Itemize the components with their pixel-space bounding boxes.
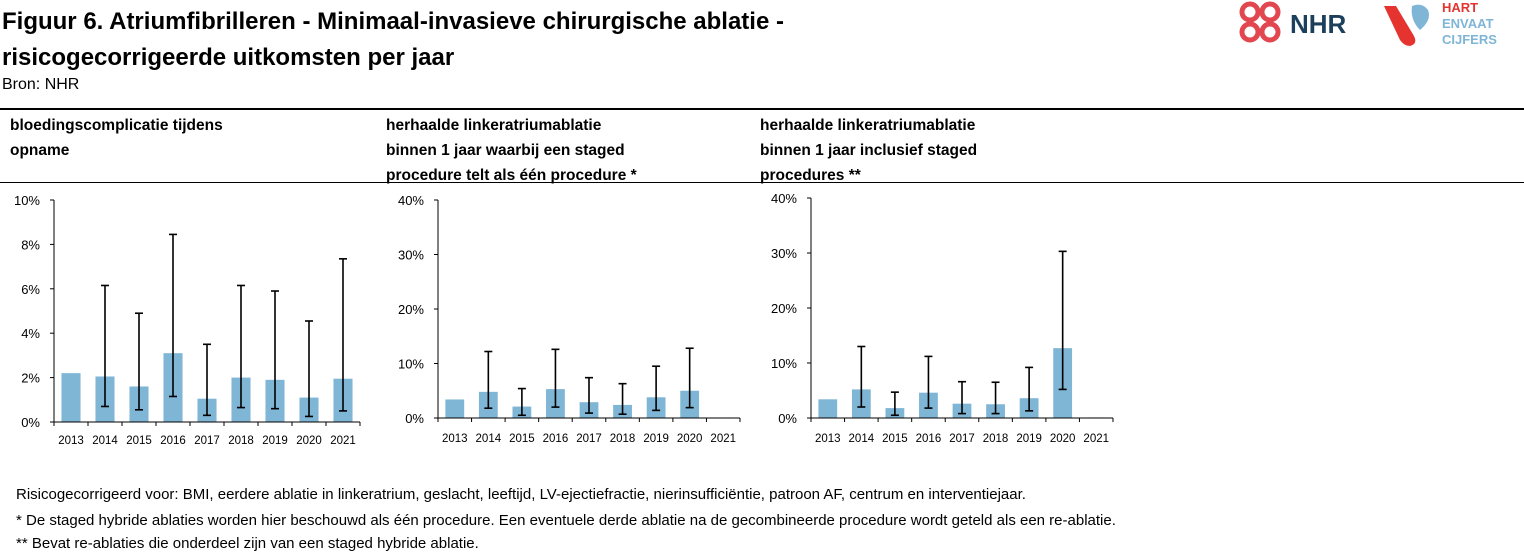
x-tick-label: 2019 (1016, 433, 1042, 445)
y-tick-label: 2% (21, 371, 40, 386)
x-tick-label: 2021 (1083, 433, 1109, 445)
x-tick-label: 2017 (949, 433, 975, 445)
error-bar-2016 (551, 348, 560, 408)
error-bar-2019 (652, 365, 661, 412)
error-bar-2014 (857, 345, 866, 408)
error-bar-2020 (685, 347, 694, 409)
x-tick-label: 2014 (476, 433, 502, 445)
error-bar-2014 (484, 350, 493, 409)
error-bar-2020 (305, 320, 313, 418)
x-tick-label: 2021 (710, 433, 736, 445)
x-tick-label: 2018 (610, 433, 636, 445)
error-bar-2016 (169, 233, 177, 398)
bar-2013 (445, 399, 465, 418)
bar-2013 (61, 373, 81, 422)
footnote-staged: ** Bevat re-ablaties die onderdeel zijn … (16, 535, 479, 552)
y-tick-label: 0% (21, 415, 40, 430)
error-bar-2019 (1025, 366, 1034, 412)
error-bar-2015 (135, 312, 143, 411)
y-tick-label: 4% (21, 326, 40, 341)
x-tick-label: 2020 (296, 435, 322, 447)
hart-en-vaat-cijfers-logo: HART ENVAAT CIJFERS (1384, 0, 1497, 47)
x-tick-label: 2017 (194, 435, 220, 447)
x-tick-label: 2016 (543, 433, 569, 445)
x-tick-label: 2015 (509, 433, 535, 445)
error-bar-2021 (339, 258, 347, 412)
error-bar-2017 (203, 343, 211, 417)
panel-title-rule (0, 182, 1524, 183)
figure-title-line1: Figuur 6. Atriumfibrilleren - Minimaal-i… (2, 8, 784, 35)
error-bar-2018 (991, 381, 1000, 415)
bar-2013 (818, 399, 838, 418)
nhr-logo: NHR (1239, 1, 1347, 43)
x-tick-label: 2021 (330, 435, 356, 447)
hvc-logo-line1: HART (1442, 0, 1478, 15)
x-tick-label: 2020 (677, 433, 703, 445)
x-tick-label: 2018 (983, 433, 1009, 445)
y-tick-label: 10% (14, 193, 40, 208)
panel-title-bleeding: bloedingscomplicatie tijdens opname (10, 117, 223, 159)
panel-title-reablation-staged: herhaalde linkeratriumablatie binnen 1 j… (760, 117, 978, 184)
x-tick-label: 2019 (643, 433, 669, 445)
error-bar-2018 (618, 382, 627, 415)
y-tick-label: 8% (21, 237, 40, 252)
error-bar-2016 (924, 355, 933, 409)
error-bar-2014 (101, 284, 109, 408)
header-rule (0, 108, 1524, 110)
chart-reablation-staged: 0% 10% 20% 30% 40% 2013 2014 2015 2016 2017 2018 20… (771, 191, 1114, 445)
heart-vessel-icon (1384, 6, 1416, 46)
error-bar-2019 (271, 290, 279, 410)
y-tick-label: 6% (21, 282, 40, 297)
error-bar-2015 (517, 387, 526, 417)
x-tick-label: 2013 (815, 433, 841, 445)
error-bar-2017 (958, 380, 966, 415)
y-tick-label: 20% (398, 302, 424, 317)
x-tick-label: 2016 (160, 435, 186, 447)
x-tick-label: 2013 (58, 435, 84, 447)
footnote-risk-adjustment: Risicogecorrigeerd voor: BMI, eerdere ab… (16, 486, 1026, 503)
y-tick-label: 10% (771, 356, 797, 371)
source-label: Bron: NHR (2, 76, 80, 93)
error-bar-2015 (890, 391, 899, 417)
x-tick-label: 2018 (228, 435, 254, 447)
x-tick-label: 2015 (882, 433, 908, 445)
figure-title-line2: risicogecorrigeerde uitkomsten per jaar (2, 44, 455, 71)
x-tick-label: 2013 (442, 433, 468, 445)
y-tick-label: 0% (778, 411, 797, 426)
chart-bleeding: 0% 2% 4% 6% 8% 10% 2013 2014 2015 2016 2017 2018 201… (14, 193, 361, 447)
chart-reablation-single: 0% 10% 20% 30% 40% 2013 2014 2015 2016 2017 2018 20… (398, 193, 741, 445)
x-tick-label: 2014 (92, 435, 118, 447)
y-tick-label: 10% (398, 357, 424, 372)
error-bar-2017 (585, 376, 593, 414)
logos: NHR HART ENVAAT CIJFERS (1239, 0, 1497, 47)
y-tick-label: 40% (398, 193, 424, 208)
x-tick-label: 2020 (1050, 433, 1076, 445)
y-tick-label: 0% (405, 411, 424, 426)
y-tick-label: 30% (398, 248, 424, 263)
figure-title: Figuur 6. Atriumfibrilleren - Minimaal-i… (2, 4, 1002, 76)
error-bar-2020 (1058, 250, 1067, 391)
x-tick-label: 2016 (916, 433, 942, 445)
hvc-logo-line3: CIJFERS (1442, 32, 1497, 47)
x-tick-label: 2017 (576, 433, 602, 445)
nhr-cross-icon (1239, 1, 1281, 43)
x-tick-label: 2019 (262, 435, 288, 447)
panel-title-reablation-single: herhaalde linkeratriumablatie binnen 1 j… (386, 117, 637, 184)
y-tick-label: 40% (771, 191, 797, 206)
footnote-single-procedure: * De staged hybride ablaties worden hier… (16, 512, 1116, 529)
nhr-logo-text: NHR (1290, 9, 1347, 39)
error-bar-2018 (237, 284, 245, 409)
y-tick-label: 20% (771, 301, 797, 316)
y-tick-label: 30% (771, 246, 797, 261)
x-tick-label: 2014 (849, 433, 875, 445)
x-tick-label: 2015 (126, 435, 152, 447)
hvc-logo-line2: ENVAAT (1442, 16, 1494, 31)
